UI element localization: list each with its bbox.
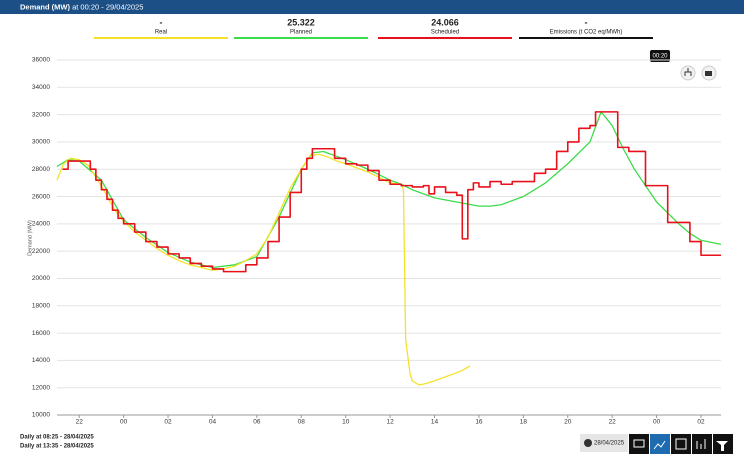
legend-label: Scheduled	[431, 30, 459, 36]
legend-label: Real	[155, 30, 167, 36]
x-tick-label: 22	[76, 419, 84, 426]
y-axis-label: Demand (MW)	[27, 220, 33, 256]
legend-value: -	[160, 17, 163, 27]
y-tick-label: 28000	[32, 166, 50, 173]
title-main: Demand (MW)	[20, 2, 70, 11]
x-tick-label: 06	[253, 419, 261, 426]
title-sub: at 00:20 - 29/04/2025	[72, 2, 143, 11]
legend-label: Emissions (t CO2 eq/MWh)	[550, 30, 623, 36]
legend-value: -	[585, 17, 588, 27]
date-nav: 28/04/2025	[580, 434, 628, 452]
x-tick-label: 12	[386, 419, 394, 426]
view-button[interactable]	[629, 434, 649, 454]
x-tick-label: 02	[697, 419, 705, 426]
view-button[interactable]	[671, 434, 691, 454]
y-tick-label: 10000	[32, 412, 50, 419]
button-icon	[633, 439, 645, 448]
x-tick-label: 00	[120, 419, 128, 426]
chart-title: Demand (MW) at 00:20 - 29/04/2025	[20, 2, 143, 11]
y-tick-label: 30000	[32, 139, 50, 146]
button-icon	[716, 441, 728, 451]
x-tick-label: 16	[475, 419, 483, 426]
series-line	[56, 153, 471, 386]
y-tick-label: 24000	[32, 221, 50, 228]
tooltip-text: 00:20	[652, 54, 668, 60]
tool-icon	[684, 68, 692, 76]
tool-icon	[705, 71, 712, 76]
x-tick-label: 04	[209, 419, 217, 426]
x-tick-label: 18	[520, 419, 528, 426]
y-tick-label: 14000	[32, 357, 50, 364]
button-icon	[696, 439, 706, 449]
x-tick-label: 20	[564, 419, 572, 426]
tooltip: 00:20	[650, 50, 670, 62]
button-icon	[653, 440, 666, 450]
x-tick-label: 14	[431, 419, 439, 426]
tooltip-box	[650, 50, 670, 62]
button-icon	[675, 438, 687, 450]
date-text: 28/04/2025	[594, 441, 625, 447]
x-tick-label: 00	[653, 419, 661, 426]
y-tick-label: 18000	[32, 302, 50, 309]
y-tick-label: 34000	[32, 84, 50, 91]
y-tick-label: 16000	[32, 330, 50, 337]
y-tick-label: 12000	[32, 384, 50, 391]
y-tick-label: 22000	[32, 248, 50, 255]
x-tick-label: 22	[609, 419, 617, 426]
footer-text: Daily at 13:35 - 28/04/2025	[20, 444, 94, 450]
footer-text: Daily at 08:25 - 28/04/2025	[20, 435, 94, 441]
view-button[interactable]	[650, 434, 670, 454]
y-tick-label: 26000	[32, 193, 50, 200]
y-tick-label: 36000	[32, 57, 50, 64]
y-tick-label: 20000	[32, 275, 50, 282]
series-line	[62, 111, 721, 273]
tool-button[interactable]	[680, 65, 696, 81]
x-tick-label: 08	[298, 419, 306, 426]
legend-label: Planned	[290, 30, 312, 36]
y-tick-label: 32000	[32, 111, 50, 118]
date-button[interactable]	[580, 434, 628, 452]
title-bar	[0, 0, 744, 14]
tool-icons	[680, 65, 717, 81]
x-tick-label: 02	[164, 419, 172, 426]
legend-value: 24.066	[431, 17, 459, 27]
x-tick-label: 10	[342, 419, 350, 426]
view-buttons	[629, 434, 733, 454]
prev-button[interactable]	[584, 439, 592, 447]
view-button[interactable]	[692, 434, 712, 454]
legend-value: 25.322	[287, 17, 315, 27]
